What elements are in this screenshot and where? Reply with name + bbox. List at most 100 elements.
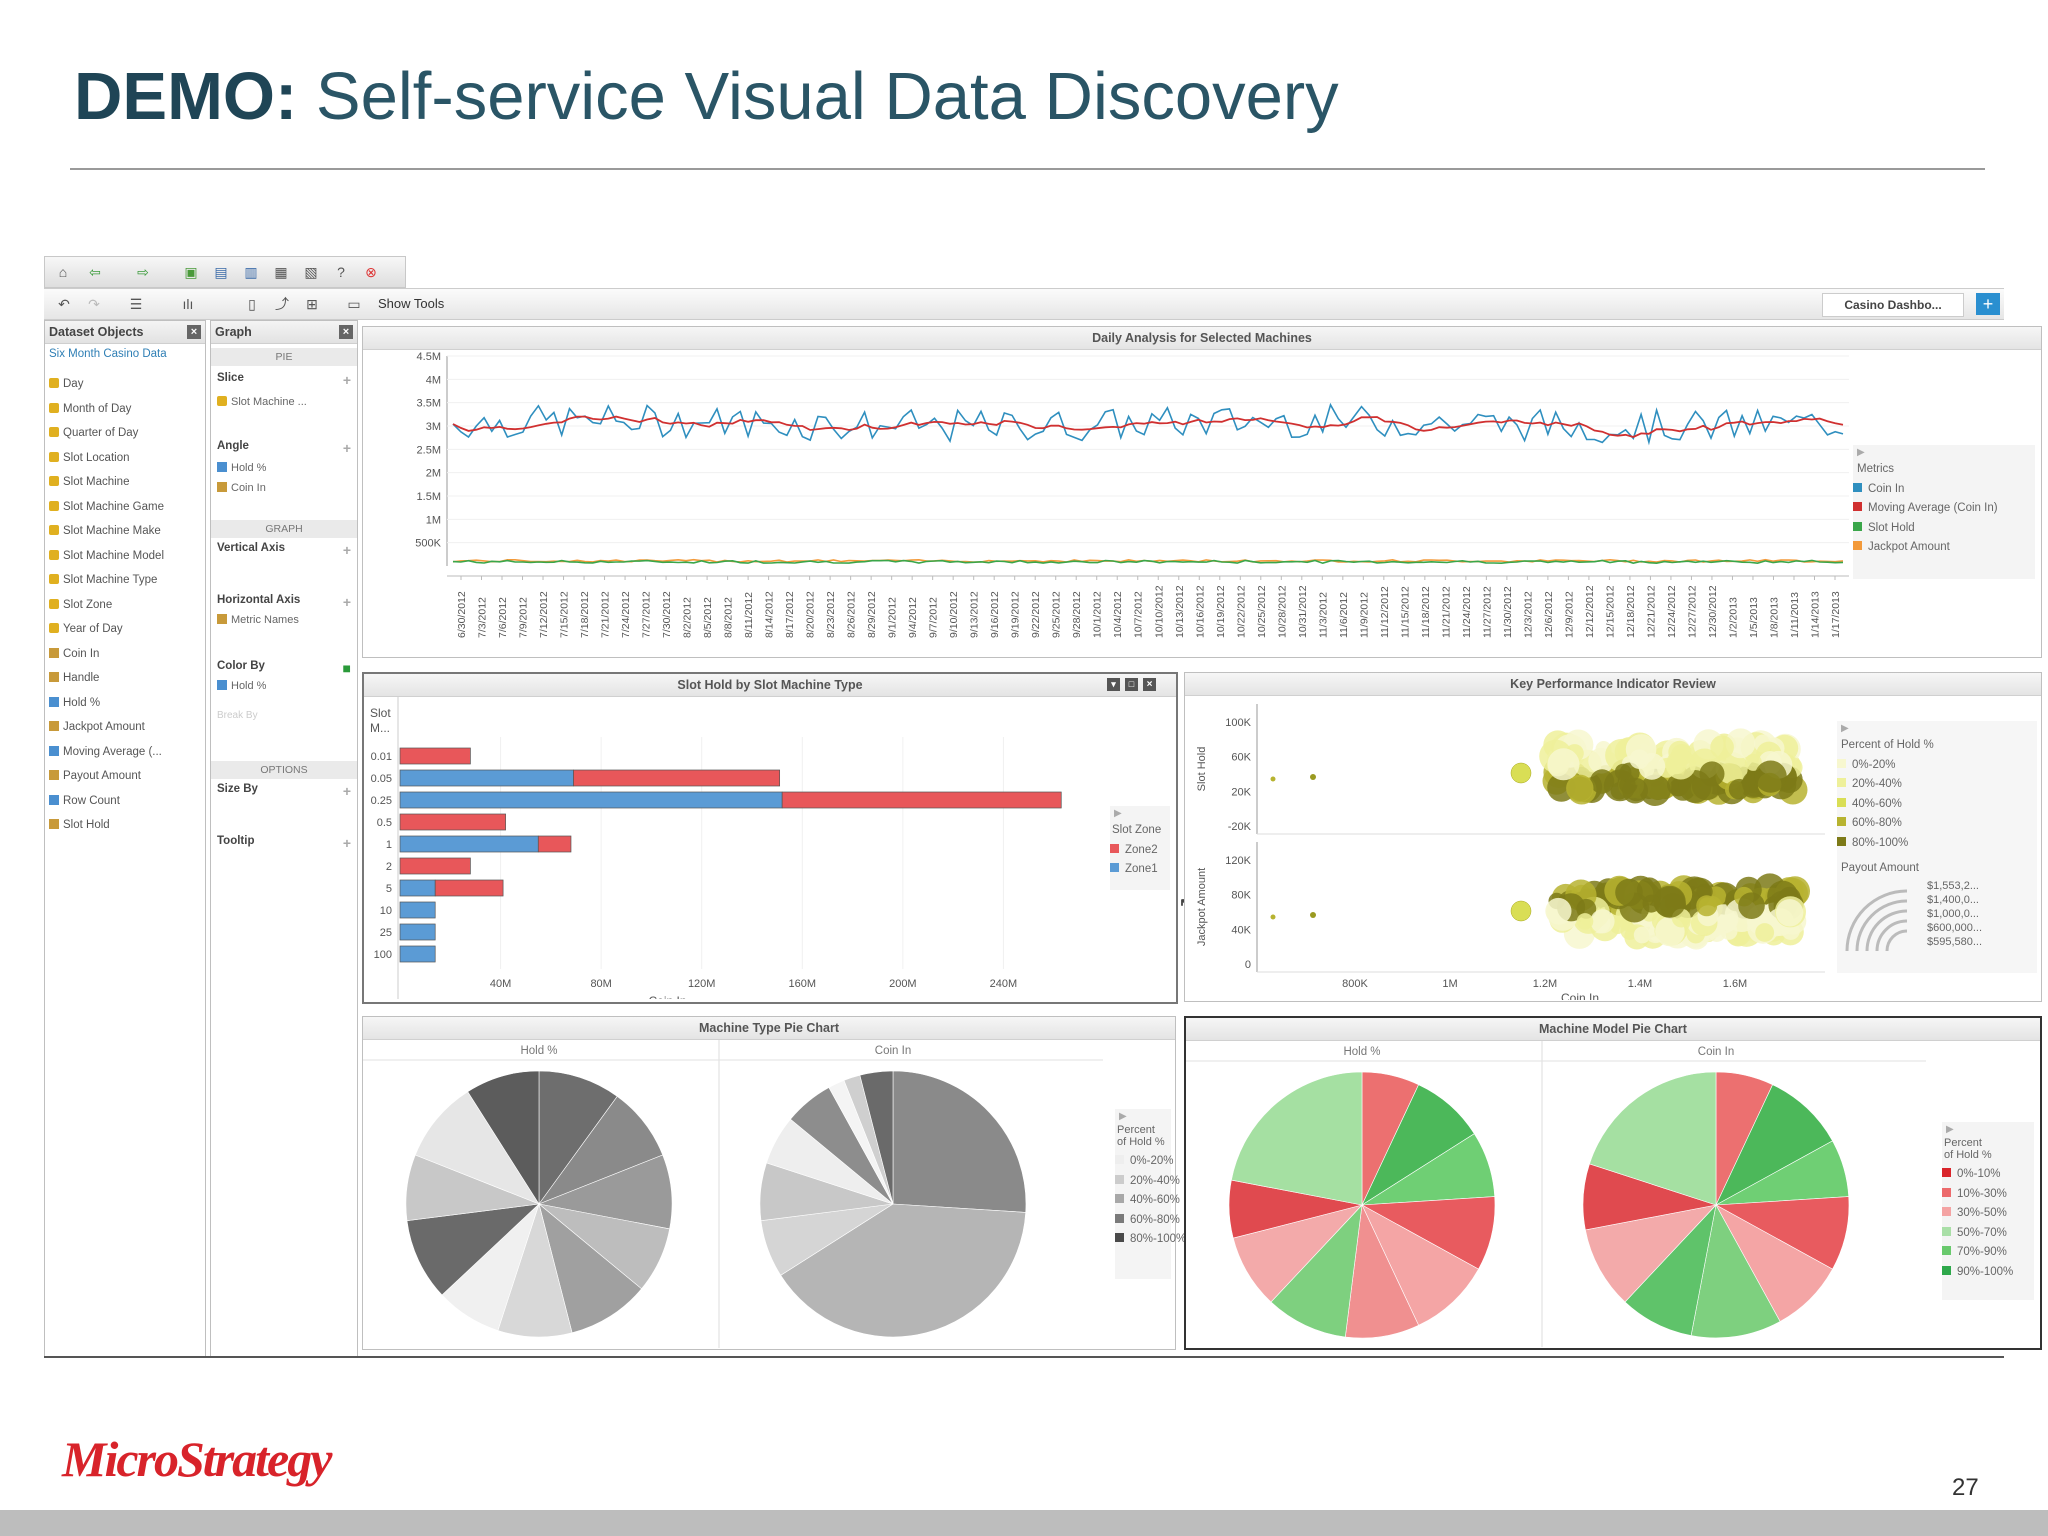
close-panel-icon[interactable]: × [339, 325, 353, 339]
save-as-icon[interactable]: ▥ [244, 264, 258, 280]
dataset-object-item[interactable]: Moving Average (... [45, 740, 205, 765]
bar-legend-item[interactable]: Zone2 [1110, 841, 1170, 861]
add-icon[interactable]: + [342, 783, 351, 799]
kpi-review-visualization[interactable]: Key Performance Indicator Review 100K 60K… [1184, 672, 2042, 1002]
horizontal-axis-item[interactable]: Metric Names [211, 614, 357, 626]
pie-section-header[interactable]: PIE [211, 348, 357, 366]
type-legend-item[interactable]: 80%-100% [1115, 1230, 1186, 1250]
dashboard-tab[interactable]: Casino Dashbo... [1822, 293, 1964, 317]
break-by-dropzone[interactable]: Break By [217, 710, 258, 721]
daily-legend-item[interactable]: Moving Average (Coin In) [1853, 499, 2035, 519]
options-section-header[interactable]: OPTIONS [211, 761, 357, 779]
swap-axes-icon[interactable]: ⤴ [275, 296, 289, 312]
dataset-object-item[interactable]: Hold % [45, 691, 205, 716]
home-icon[interactable]: ⌂ [58, 264, 68, 280]
model-legend-item[interactable]: 30%-50% [1942, 1204, 2034, 1224]
dataset-name[interactable]: Six Month Casino Data [49, 348, 167, 360]
dataset-object-item[interactable]: Slot Zone [45, 593, 205, 618]
forward-icon[interactable]: ⇨ [137, 264, 149, 280]
machine-model-pie-visualization[interactable]: Machine Model Pie Chart Hold % Coin In ▶ … [1184, 1016, 2042, 1350]
model-legend-item[interactable]: 50%-70% [1942, 1224, 2034, 1244]
graph-section-header[interactable]: GRAPH [211, 520, 357, 538]
type-legend-item[interactable]: 40%-60% [1115, 1191, 1180, 1211]
dataset-object-item[interactable]: Month of Day [45, 397, 205, 422]
kpi-color-legend-item[interactable]: 80%-100% [1837, 834, 2037, 854]
show-tools-button[interactable]: Show Tools [378, 296, 445, 311]
angle-item-coin-in[interactable]: Coin In [211, 482, 357, 494]
color-by-dropzone[interactable]: Color By ■ [217, 660, 351, 676]
color-icon[interactable]: ■ [342, 660, 351, 676]
grid-graph-icon[interactable]: ⊞ [306, 296, 318, 312]
machine-type-pie-charts[interactable]: Hold % Coin In [363, 1040, 1107, 1348]
daily-legend-item[interactable]: Slot Hold [1853, 519, 2035, 539]
back-icon[interactable]: ⇦ [89, 264, 101, 280]
dataset-object-item[interactable]: Year of Day [45, 617, 205, 642]
dataset-object-item[interactable]: Slot Machine Model [45, 544, 205, 569]
collapse-legend-icon[interactable]: ▶ [1841, 723, 1849, 734]
dataset-object-item[interactable]: Slot Machine Type [45, 568, 205, 593]
model-legend-item[interactable]: 0%-10% [1942, 1165, 2034, 1185]
chart-type-icon[interactable]: ılı [182, 296, 194, 312]
monitor-icon[interactable]: ▭ [347, 296, 361, 312]
undo-icon[interactable]: ↶ [58, 296, 70, 312]
kpi-color-legend-item[interactable]: 40%-60% [1837, 795, 2037, 815]
add-icon[interactable]: + [342, 835, 351, 851]
kpi-color-legend-item[interactable]: 0%-20% [1837, 756, 2037, 776]
kpi-scatter-chart[interactable]: 100K 60K 20K -20K Slot Hold 120K 80K 40K 0 Jackpo… [1185, 696, 2041, 1000]
model-legend-item[interactable]: 10%-30% [1942, 1185, 2034, 1205]
dataset-object-item[interactable]: Slot Hold [45, 813, 205, 838]
color-by-item[interactable]: Hold % [211, 680, 357, 692]
dataset-object-item[interactable]: Row Count [45, 789, 205, 814]
insert-grid-icon[interactable]: ▯ [248, 296, 256, 312]
model-legend-item[interactable]: 70%-90% [1942, 1243, 2034, 1263]
add-icon[interactable]: + [342, 594, 351, 610]
dataset-object-item[interactable]: Jackpot Amount [45, 715, 205, 740]
slot-hold-bar-visualization[interactable]: Slot Hold by Slot Machine Type ▾ □ × Slo… [362, 672, 1196, 1004]
machine-model-pie-charts[interactable]: Hold % Coin In [1186, 1041, 1930, 1347]
type-legend-item[interactable]: 0%-20% [1115, 1152, 1173, 1172]
collapse-legend-icon[interactable]: ▶ [1119, 1111, 1127, 1122]
help-icon[interactable]: ? [337, 264, 345, 280]
kpi-color-legend-item[interactable]: 60%-80% [1837, 814, 2037, 834]
slice-item[interactable]: Slot Machine ... [211, 396, 357, 408]
type-legend-item[interactable]: 60%-80% [1115, 1211, 1180, 1231]
daily-legend-item[interactable]: Coin In [1853, 480, 2035, 500]
export-icon[interactable]: ▦ [274, 264, 288, 280]
dataset-object-item[interactable]: Handle [45, 666, 205, 691]
print-icon[interactable]: ▧ [304, 264, 318, 280]
daily-analysis-visualization[interactable]: Daily Analysis for Selected Machines 4.5… [362, 326, 2042, 658]
dataset-object-item[interactable]: Coin In [45, 642, 205, 667]
add-icon[interactable]: + [342, 542, 351, 558]
redo-icon[interactable]: ↷ [88, 296, 100, 312]
bar-legend-item[interactable]: Zone1 [1110, 860, 1170, 880]
save-icon[interactable]: ▤ [214, 264, 228, 280]
close-icon[interactable]: ⊗ [365, 264, 377, 280]
type-legend-item[interactable]: 20%-40% [1115, 1172, 1180, 1192]
dataset-object-item[interactable]: Slot Machine Game [45, 495, 205, 520]
slice-dropzone[interactable]: Slice + [217, 372, 351, 388]
dataset-object-item[interactable]: Slot Machine [45, 470, 205, 495]
add-tab-button[interactable]: + [1976, 293, 2000, 315]
dataset-object-item[interactable]: Quarter of Day [45, 421, 205, 446]
collapse-legend-icon[interactable]: ▶ [1114, 808, 1122, 819]
vertical-axis-dropzone[interactable]: Vertical Axis + [217, 542, 351, 558]
angle-dropzone[interactable]: Angle + [217, 440, 351, 456]
dataset-object-item[interactable]: Day [45, 372, 205, 397]
layout-menu-icon[interactable]: ☰ [129, 296, 143, 312]
machine-type-pie-visualization[interactable]: Machine Type Pie Chart Hold % Coin In ▶ P… [362, 1016, 1186, 1350]
dataset-object-item[interactable]: Payout Amount [45, 764, 205, 789]
tooltip-dropzone[interactable]: Tooltip + [217, 835, 351, 851]
size-by-dropzone[interactable]: Size By + [217, 783, 351, 799]
add-icon[interactable]: + [342, 372, 351, 388]
model-legend-item[interactable]: 90%-100% [1942, 1263, 2034, 1283]
daily-legend-item[interactable]: Jackpot Amount [1853, 538, 2035, 558]
collapse-legend-icon[interactable]: ▶ [1946, 1124, 1954, 1135]
dropdown-icon[interactable]: ▾ [1107, 678, 1120, 691]
add-icon[interactable]: + [342, 440, 351, 456]
dataset-object-item[interactable]: Slot Machine Make [45, 519, 205, 544]
daily-analysis-chart[interactable]: 4.5M 4M 3.5M 3M 2.5M 2M 1.5M 1M 500K 6/30/2012 7/3… [363, 350, 2041, 656]
angle-item-hold[interactable]: Hold % [211, 462, 357, 474]
kpi-color-legend-item[interactable]: 20%-40% [1837, 775, 2037, 795]
close-icon[interactable]: × [1143, 678, 1156, 691]
